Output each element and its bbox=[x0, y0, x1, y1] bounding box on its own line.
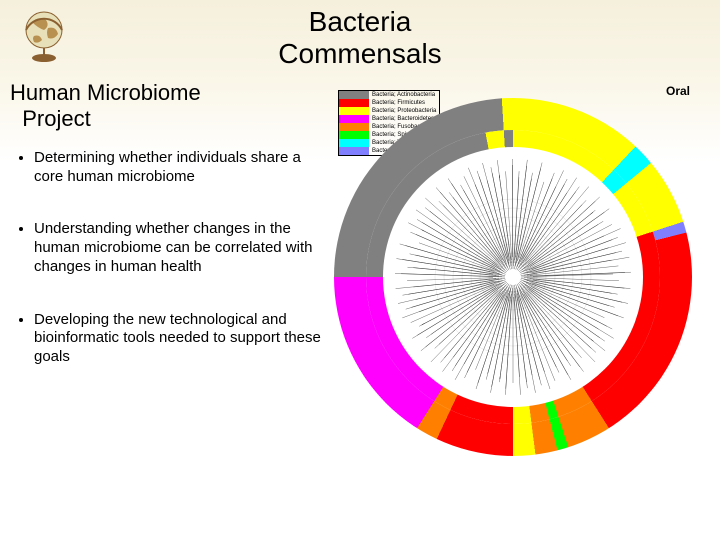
bullet-item: Understanding whether changes in the hum… bbox=[34, 220, 322, 276]
right-column: Oral Bacteria; ActinobacteriaBacteria; F… bbox=[328, 80, 712, 462]
subtitle-line2: Project bbox=[22, 106, 90, 131]
phylo-tree bbox=[388, 152, 638, 402]
bullet-list: Determining whether individuals share a … bbox=[8, 149, 322, 367]
sunburst-chart bbox=[328, 92, 698, 462]
subtitle: Human Microbiome Project bbox=[8, 80, 322, 131]
content-area: Human Microbiome Project Determining whe… bbox=[0, 70, 720, 462]
left-column: Human Microbiome Project Determining whe… bbox=[8, 80, 328, 462]
subtitle-line1: Human Microbiome bbox=[10, 80, 201, 105]
bullet-item: Developing the new technological and bio… bbox=[34, 311, 322, 367]
slide-title: Bacteria Commensals bbox=[0, 0, 720, 70]
bullet-item: Determining whether individuals share a … bbox=[34, 149, 322, 187]
title-line1: Bacteria bbox=[309, 6, 412, 37]
globe-icon bbox=[18, 8, 74, 64]
title-line2: Commensals bbox=[278, 38, 441, 69]
